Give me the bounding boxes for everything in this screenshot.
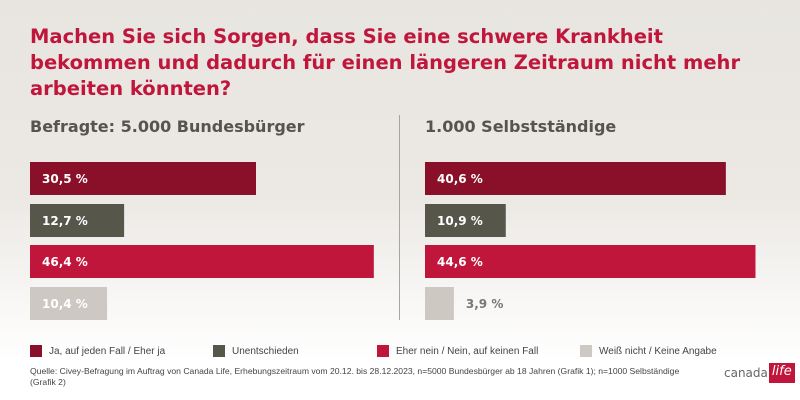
bar: [30, 204, 125, 237]
logo-text: canada: [724, 366, 768, 380]
legend-label: Weiß nicht / Keine Angabe: [599, 345, 717, 357]
bar-value-label: 30,5 %: [42, 172, 88, 186]
source-note: Quelle: Civey-Befragung im Auftrag von C…: [30, 366, 680, 387]
bar: [425, 287, 454, 320]
legend-swatch: [377, 345, 389, 357]
logo-mark: life: [768, 363, 795, 383]
bar: [30, 162, 257, 195]
legend-item-no: Eher nein / Nein, auf keinen Fall: [377, 345, 538, 357]
chart-title: Machen Sie sich Sorgen, dass Sie eine sc…: [30, 25, 741, 100]
legend-item-dont-know: Weiß nicht / Keine Angabe: [580, 345, 717, 357]
right-chart-title: 1.000 Selbstständige: [425, 117, 617, 136]
legend-label: Ja, auf jeden Fall / Eher ja: [49, 345, 166, 357]
bar-value-label: 46,4 %: [42, 255, 88, 269]
bar-value-label: 44,6 %: [437, 255, 483, 269]
legend-swatch: [580, 345, 592, 357]
canada-life-logo: canada life: [724, 363, 795, 383]
legend-label: Eher nein / Nein, auf keinen Fall: [396, 345, 539, 357]
legend-swatch: [30, 345, 42, 357]
bar-value-label: 3,9 %: [466, 297, 503, 311]
bar: [425, 162, 726, 195]
bar: [30, 287, 108, 320]
bar-value-label: 12,7 %: [42, 214, 88, 228]
bar-value-label: 10,9 %: [437, 214, 483, 228]
divider: [399, 115, 400, 320]
legend-label: Unentschieden: [232, 345, 299, 357]
bar-value-label: 40,6 %: [437, 172, 483, 186]
bar: [30, 245, 374, 278]
bar: [425, 204, 506, 237]
legend-item-yes: Ja, auf jeden Fall / Eher ja: [30, 345, 165, 357]
legend-item-undecided: Unentschieden: [213, 345, 299, 357]
legend-swatch: [213, 345, 225, 357]
bar-value-label: 10,4 %: [42, 297, 88, 311]
left-chart-title: Befragte: 5.000 Bundesbürger: [30, 117, 305, 136]
bar: [425, 245, 756, 278]
